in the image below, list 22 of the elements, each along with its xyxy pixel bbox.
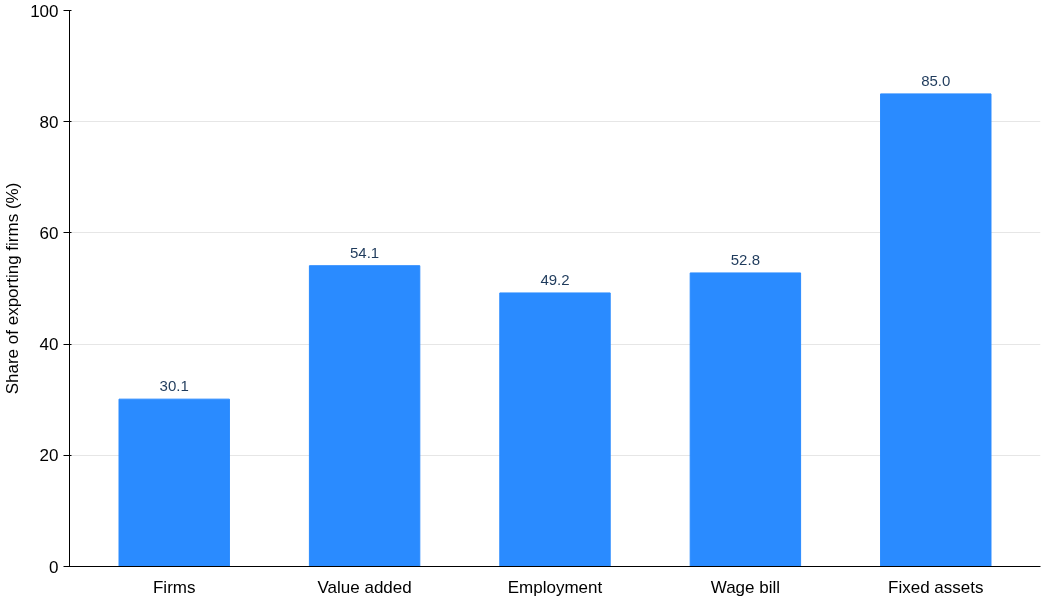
y-tick-label: 0 (49, 557, 59, 577)
y-tick-label: 80 (39, 112, 59, 132)
bar (118, 398, 230, 567)
bar (308, 265, 421, 567)
data-label: 54.1 (350, 243, 380, 261)
x-tick-label: Firms (152, 577, 196, 597)
y-tick-label: 40 (39, 335, 59, 355)
y-tick-label: 100 (30, 1, 59, 21)
data-label: 85.0 (921, 71, 951, 89)
x-tick-label: Value added (317, 577, 412, 597)
data-label: 49.2 (540, 270, 570, 288)
bar (499, 292, 611, 567)
y-axis-title: Share of exporting firms (%) (3, 182, 23, 395)
y-tick-label: 20 (39, 446, 59, 466)
data-label: 30.1 (159, 377, 189, 395)
data-label: 52.8 (730, 250, 760, 268)
x-tick-label: Wage bill (710, 577, 781, 597)
bar (880, 93, 992, 567)
x-tick-label: Fixed assets (888, 577, 984, 597)
bar (689, 272, 802, 567)
y-tick-label: 60 (39, 223, 59, 243)
x-tick-label: Employment (507, 577, 603, 597)
